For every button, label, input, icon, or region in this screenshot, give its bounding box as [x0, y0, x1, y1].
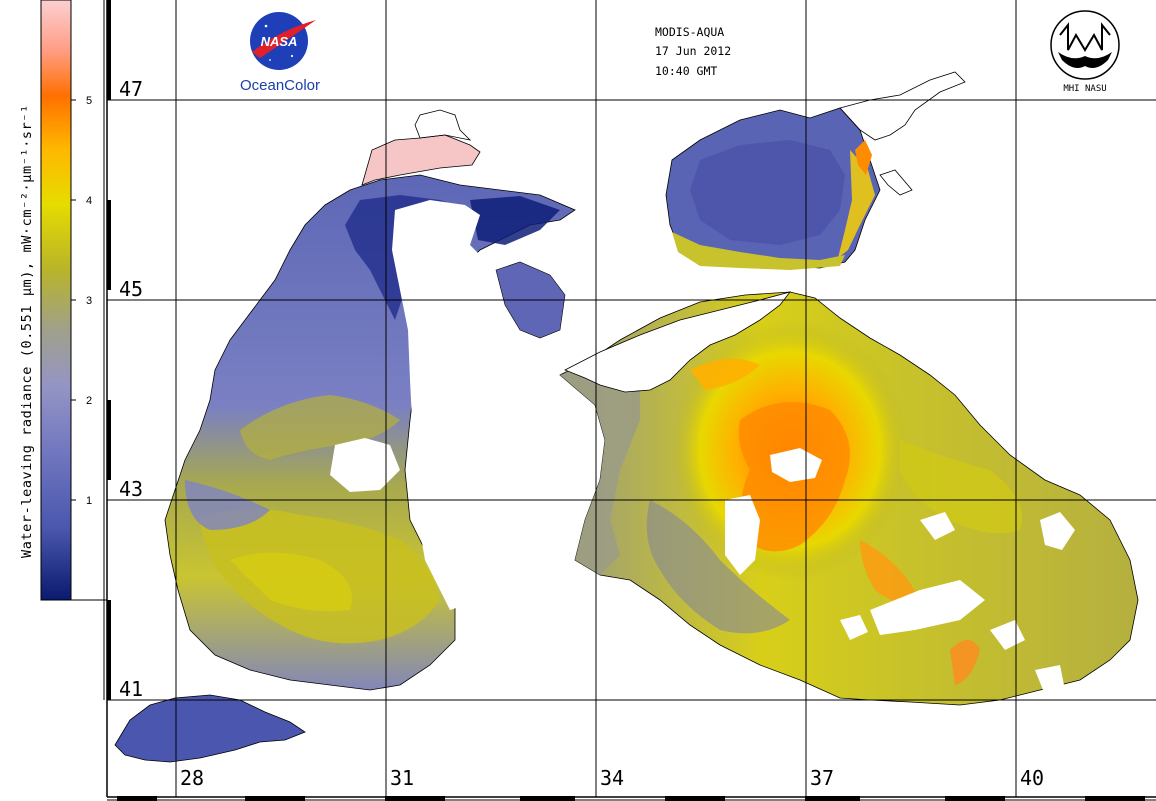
colorbar-title: Water-leaving radiance (0.551 µm), mW·cm… [19, 104, 35, 558]
lon-label-31: 31 [390, 766, 414, 790]
lat-label-41: 41 [119, 677, 143, 701]
nw-shelf-high-radiance [361, 134, 481, 186]
colorbar: 1 2 3 4 5 Water-leaving radiance (0.551 … [19, 0, 107, 601]
mhi-nasu-label: MHI NASU [1063, 84, 1106, 94]
lon-label-28: 28 [180, 766, 204, 790]
lat-label-45: 45 [119, 277, 143, 301]
mhi-emblem-icon [1050, 10, 1120, 80]
colorbar-tick-3: 3 [86, 295, 92, 307]
image-metadata: MODIS-AQUA 17 Jun 2012 10:40 GMT [655, 25, 731, 78]
map-frame [103, 0, 1156, 801]
graticule [107, 0, 1156, 797]
colorbar-tick-4: 4 [86, 195, 92, 207]
nasa-wordmark: NASA [261, 34, 298, 49]
longitude-labels: 28 31 34 37 40 [180, 766, 1044, 790]
lon-label-40: 40 [1020, 766, 1044, 790]
colorbar-tick-5: 5 [86, 95, 92, 107]
sensor-label: MODIS-AQUA [655, 25, 724, 39]
lat-label-43: 43 [119, 477, 143, 501]
lat-label-47: 47 [119, 77, 143, 101]
colorbar-tick-2: 2 [86, 395, 92, 407]
nasa-oceancolor-logo: NASA OceanColor [240, 12, 320, 94]
colorbar-ramp [40, 0, 72, 601]
mhi-nasu-logo: MHI NASU [1050, 10, 1120, 94]
date-label: 17 Jun 2012 [655, 44, 731, 58]
cloud-patch-west [330, 438, 400, 492]
sea-of-azov [665, 71, 966, 270]
latitude-labels: 47 45 43 41 [119, 77, 143, 701]
oceancolor-wordmark: OceanColor [240, 77, 320, 94]
colorbar-ticks: 1 2 3 4 5 [71, 95, 92, 507]
western-basin [164, 174, 576, 691]
lon-label-37: 37 [810, 766, 834, 790]
time-label: 10:40 GMT [655, 64, 717, 78]
sea-of-marmara [114, 694, 306, 763]
lon-label-34: 34 [600, 766, 624, 790]
colorbar-tick-1: 1 [86, 495, 92, 507]
crimea-land [564, 291, 792, 393]
cloud-mask-central [392, 200, 600, 610]
eastern-basin [559, 291, 1139, 706]
